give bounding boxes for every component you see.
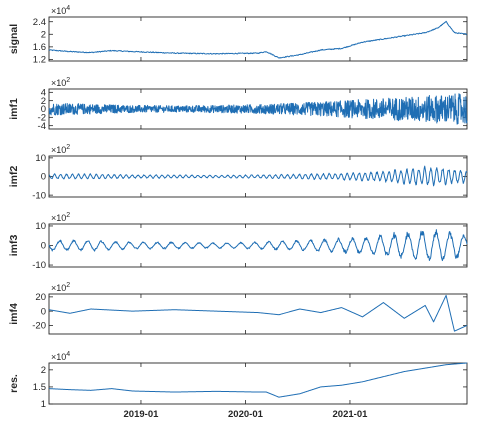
panel-res: 1 1.5 2 ×104 res. (8, 351, 468, 410)
y-axis-label: signal (8, 24, 20, 54)
y-tick-label: 0 (41, 306, 46, 317)
panel-imf2: -10 0 10 ×102 imf2 (8, 144, 468, 201)
axes-frame (48, 16, 468, 62)
y-axis-label: imf4 (8, 303, 20, 325)
y-axis-label: imf1 (8, 98, 20, 120)
y-tick-label: -10 (32, 190, 46, 201)
y-tick-label: 2 (41, 96, 46, 107)
x-tick-label: 2019-01 (124, 409, 160, 420)
y-tick-label: 10 (35, 153, 46, 164)
axis-multiplier: ×102 (51, 212, 70, 223)
y-tick-label: 1.2 (33, 55, 46, 66)
y-tick-label: 1.5 (33, 382, 46, 393)
y-tick-label: 0 (41, 172, 46, 183)
axes-frame (48, 155, 468, 198)
y-tick-label: 0 (41, 241, 46, 252)
y-tick-label: 2 (41, 29, 46, 40)
y-tick-label: 10 (35, 221, 46, 232)
y-tick-label: -2 (38, 113, 46, 124)
trace-imf1 (48, 93, 468, 125)
panel-imf4: -20 0 20 ×102 imf4 (8, 282, 468, 335)
axis-multiplier: ×102 (51, 144, 70, 155)
y-tick-label: 20 (35, 292, 46, 303)
y-tick-label: -20 (32, 321, 46, 332)
x-tick-label: 2021-01 (333, 409, 369, 420)
axes-frame (48, 293, 468, 335)
panel-signal: 1.2 1.6 22.4 ×104 signal (8, 5, 468, 66)
y-tick-label: -10 (32, 260, 46, 271)
axis-multiplier: ×104 (51, 351, 70, 362)
axis-multiplier: ×104 (51, 5, 70, 16)
trace-res (48, 362, 468, 398)
y-axis-label: res. (8, 374, 20, 393)
y-tick-label: 2.4 (33, 17, 46, 28)
y-tick-label: -4 (38, 121, 46, 132)
trace-signal (48, 20, 468, 59)
y-axis-label: imf3 (8, 235, 20, 257)
trace-imf3 (48, 229, 468, 262)
y-tick-label: 0 (41, 104, 46, 115)
y-tick-label: 2 (41, 365, 46, 376)
panel-imf3: -10 0 10 ×102 imf3 (8, 212, 468, 271)
trace-imf2 (48, 165, 468, 187)
y-axis-label: imf2 (8, 166, 20, 188)
axes-frame (48, 362, 468, 405)
trace-imf4 (48, 294, 468, 332)
x-tick-label: 2020-01 (228, 409, 264, 420)
y-tick-label: 1 (41, 399, 46, 410)
axis-multiplier: ×102 (51, 282, 70, 293)
y-tick-label: 4 (41, 88, 46, 99)
y-tick-label: 1.6 (33, 42, 46, 53)
axis-multiplier: ×102 (51, 77, 70, 88)
